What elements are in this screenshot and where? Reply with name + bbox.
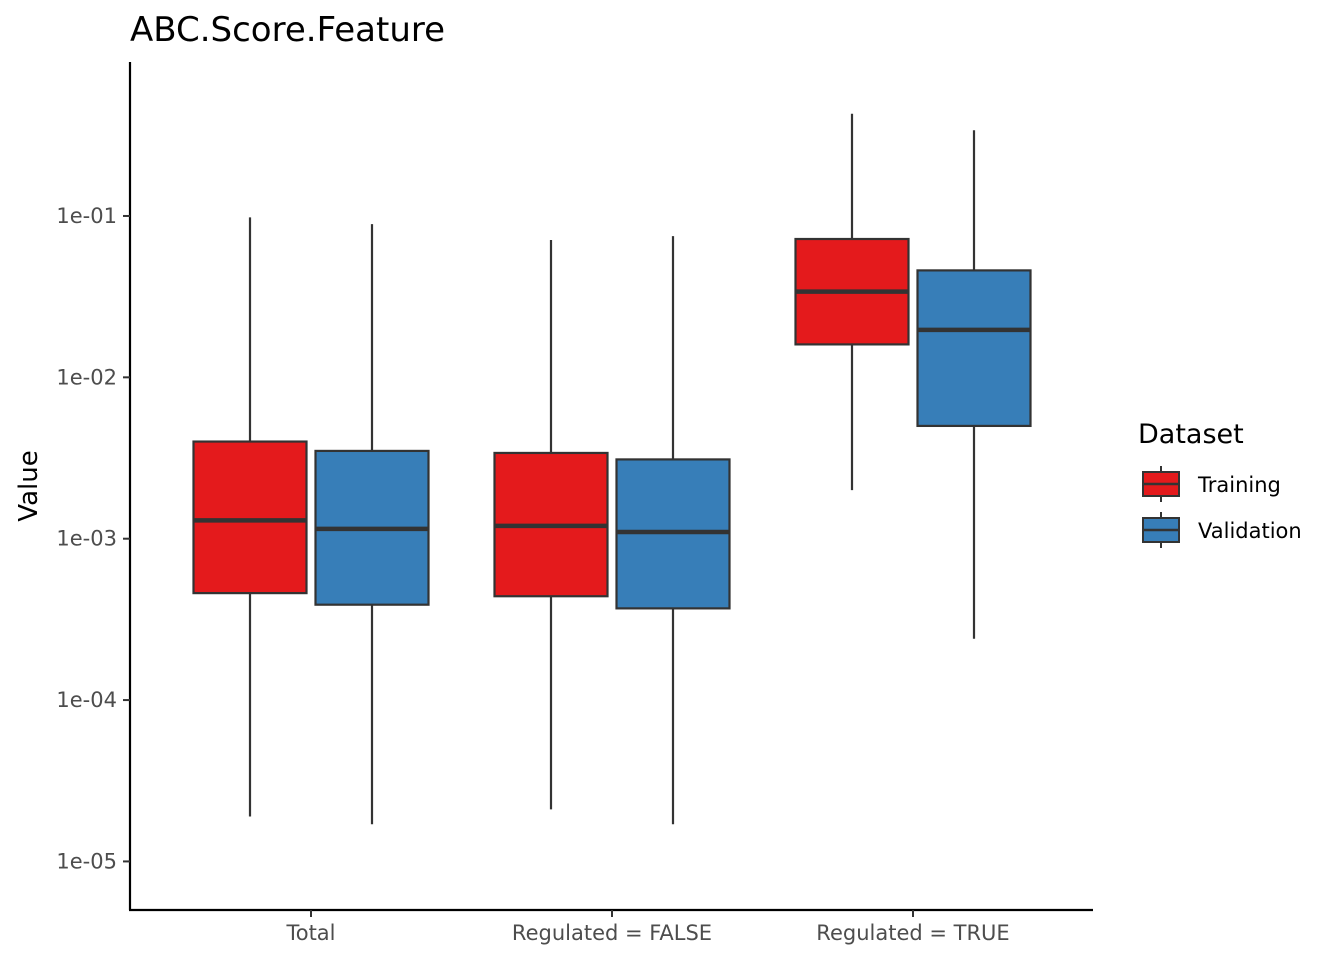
y-axis-label: Value [14, 450, 44, 521]
box-body [916, 269, 1032, 428]
box-body [192, 440, 308, 595]
box-training-2 [794, 113, 910, 491]
x-tick-label: Regulated = FALSE [512, 921, 712, 945]
legend-item-training: Training [1142, 466, 1281, 502]
box-validation-1 [615, 236, 731, 825]
box-validation-0 [314, 224, 430, 825]
y-tick-label: 1e-04 [56, 688, 117, 712]
x-ticks: Total Regulated = FALSE Regulated = TRUE [285, 910, 1010, 945]
x-tick-label: Regulated = TRUE [816, 921, 1009, 945]
legend-label: Validation [1198, 519, 1302, 543]
legend-item-validation: Validation [1142, 512, 1302, 548]
y-tick-label: 1e-03 [56, 527, 117, 551]
box-training-0 [192, 217, 308, 817]
y-tick-label: 1e-05 [56, 849, 117, 873]
legend: Dataset Training Validation [1138, 419, 1302, 548]
y-tick-label: 1e-01 [56, 204, 117, 228]
legend-label: Training [1197, 473, 1281, 497]
chart-title: ABC.Score.Feature [130, 10, 445, 50]
x-tick-label: Total [285, 921, 335, 945]
y-ticks: 1e-05 1e-04 1e-03 1e-02 1e-01 [56, 204, 130, 873]
box-series [192, 113, 1032, 825]
y-tick-label: 1e-02 [56, 365, 117, 389]
box-validation-2 [916, 130, 1032, 639]
legend-title: Dataset [1138, 419, 1244, 450]
box-training-1 [493, 239, 609, 810]
